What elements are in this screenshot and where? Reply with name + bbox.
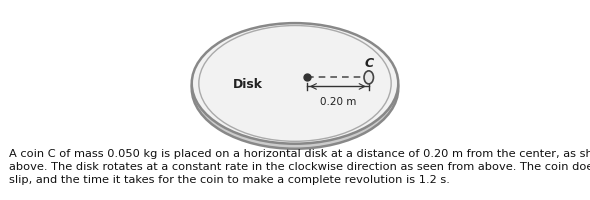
Text: C: C: [364, 57, 373, 69]
Ellipse shape: [192, 24, 398, 144]
Ellipse shape: [364, 71, 373, 84]
Text: Disk: Disk: [233, 78, 263, 90]
Text: 0.20 m: 0.20 m: [320, 96, 356, 106]
Ellipse shape: [192, 29, 398, 149]
Text: A coin C of mass 0.050 kg is placed on a horizontal disk at a distance of 0.20 m: A coin C of mass 0.050 kg is placed on a…: [9, 148, 590, 184]
